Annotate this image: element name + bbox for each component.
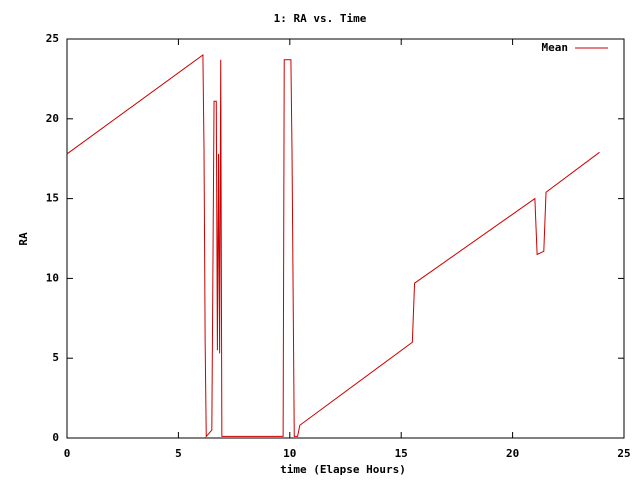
x-tick-label: 15 — [395, 447, 408, 460]
chart-title: 1: RA vs. Time — [274, 12, 367, 25]
x-tick-label: 0 — [64, 447, 71, 460]
y-tick-label: 0 — [52, 431, 59, 444]
x-tick-label: 5 — [175, 447, 182, 460]
legend-label: Mean — [542, 41, 569, 54]
y-tick-label: 25 — [46, 32, 59, 45]
y-tick-label: 10 — [46, 271, 59, 284]
y-axis-label: RA — [17, 232, 30, 246]
y-tick-label: 5 — [52, 351, 59, 364]
x-tick-label: 25 — [617, 447, 630, 460]
x-tick-label: 20 — [506, 447, 519, 460]
plot-frame — [66, 38, 625, 439]
y-tick-label: 15 — [46, 192, 59, 205]
x-tick-label: 10 — [283, 447, 296, 460]
x-axis-label: time (Elapse Hours) — [280, 463, 406, 476]
data-line — [66, 53, 600, 438]
y-tick-label: 20 — [46, 112, 59, 125]
